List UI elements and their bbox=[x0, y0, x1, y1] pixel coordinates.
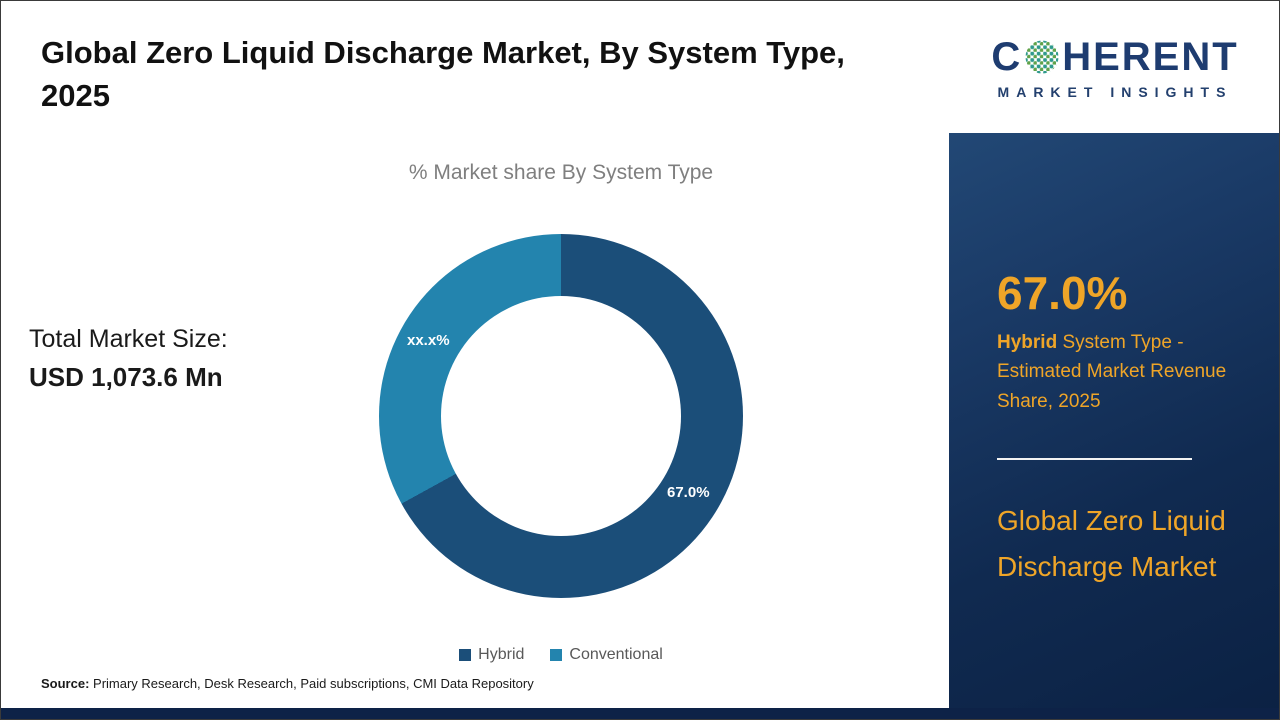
slice-label-conventional: xx.x% bbox=[407, 332, 450, 349]
brand-logo: C HERENT bbox=[991, 35, 1238, 80]
brand-letter-c: C bbox=[991, 34, 1023, 79]
sidebar-divider bbox=[997, 458, 1192, 461]
total-market-size-value: USD 1,073.6 Mn bbox=[29, 362, 223, 392]
chart-subtitle: % Market share By System Type bbox=[408, 161, 714, 184]
total-market-size-label: Total Market Size: bbox=[29, 325, 228, 353]
stat-value: 67.0% bbox=[997, 267, 1128, 319]
source-line: Source: Primary Research, Desk Research,… bbox=[41, 676, 534, 691]
legend-item-conventional: Conventional bbox=[550, 646, 663, 664]
donut-hole bbox=[441, 296, 681, 536]
dotted-globe-icon bbox=[1024, 39, 1060, 75]
legend-swatch-conventional bbox=[550, 649, 563, 661]
stat-description: Hybrid System Type - Estimated Market Re… bbox=[997, 328, 1233, 416]
main-area: Global Zero Liquid Discharge Market, By … bbox=[1, 1, 949, 709]
page-title: Global Zero Liquid Discharge Market, By … bbox=[41, 35, 845, 114]
legend-swatch-hybrid bbox=[459, 649, 472, 661]
legend-label-hybrid: Hybrid bbox=[478, 646, 525, 663]
source-label: Source: bbox=[41, 676, 90, 691]
source-text: Primary Research, Desk Research, Paid su… bbox=[89, 676, 534, 691]
sidebar: C HERENT MARKET INSIGHTS bbox=[949, 1, 1279, 719]
total-market-size-block: Total Market Size: USD 1,073.6 Mn bbox=[29, 325, 329, 393]
legend-label-conventional: Conventional bbox=[569, 646, 663, 663]
report-product-name: Global Zero Liquid Discharge Market bbox=[997, 505, 1226, 582]
stat-description-rest: System Type - Estimated Market Revenue S… bbox=[997, 332, 1227, 412]
bottom-accent-strip bbox=[1, 708, 1279, 719]
slice-label-hybrid: 67.0% bbox=[667, 484, 710, 501]
logo-panel: C HERENT MARKET INSIGHTS bbox=[949, 1, 1279, 133]
brand-rest: HERENT bbox=[1062, 34, 1239, 79]
donut-chart-wrapper: xx.x% 67.0% bbox=[379, 234, 743, 598]
brand-tagline: MARKET INSIGHTS bbox=[997, 83, 1233, 100]
stat-description-keyword: Hybrid bbox=[997, 332, 1058, 353]
chart-legend: Hybrid Conventional bbox=[341, 646, 781, 664]
legend-item-hybrid: Hybrid bbox=[459, 646, 524, 664]
sidebar-content: 67.0% Hybrid System Type - Estimated Mar… bbox=[997, 266, 1233, 589]
